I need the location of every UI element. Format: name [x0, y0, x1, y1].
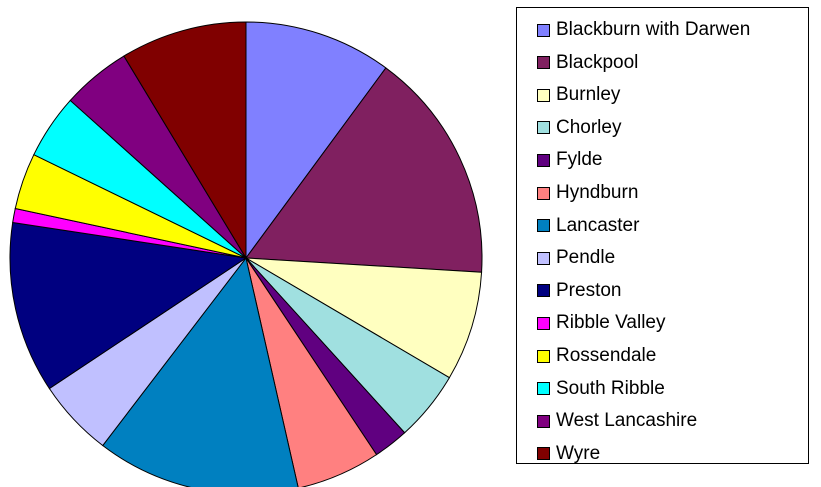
pie-slice-hyndburn: [245, 257, 378, 487]
legend-swatch: [537, 382, 550, 396]
legend-swatch: [537, 88, 550, 102]
legend-label: Burnley: [556, 84, 621, 106]
legend-label: Ribble Valley: [556, 312, 666, 334]
legend-item-west-lancashire: West Lancashire: [537, 409, 697, 433]
pie-slice-lancaster: [102, 256, 299, 487]
legend-swatch: [537, 316, 550, 330]
legend-label: Wyre: [556, 442, 601, 464]
legend-swatch: [537, 23, 550, 37]
legend-swatch: [537, 186, 550, 200]
legend-label: South Ribble: [556, 377, 665, 399]
legend-label: Pendle: [556, 247, 616, 269]
legend-label: West Lancashire: [556, 410, 698, 432]
legend-item-pendle: Pendle: [537, 246, 615, 270]
legend-swatch: [537, 447, 550, 461]
legend-item-chorley: Chorley: [537, 116, 621, 140]
pie-slice-blackpool: [245, 67, 483, 273]
legend-label: Rossendale: [556, 345, 657, 366]
legend-label: Hyndburn: [556, 182, 639, 203]
legend-item-burnley: Burnley: [537, 83, 620, 107]
legend-swatch: [537, 251, 550, 265]
legend-item-preston: Preston: [537, 279, 621, 303]
pie-slice-burnley: [245, 257, 483, 379]
legend-item-blackpool: Blackpool: [537, 51, 638, 75]
legend-label: Chorley: [556, 116, 622, 138]
legend-swatch: [537, 219, 550, 233]
legend-label: Blackpool: [556, 51, 639, 73]
legend-item-wyre: Wyre: [537, 442, 600, 466]
legend-swatch: [537, 121, 550, 135]
legend-item-blackburn-with-darwen: Blackburn with Darwen: [537, 18, 750, 42]
legend-item-fylde: Fylde: [537, 148, 602, 172]
legend-item-lancaster: Lancaster: [537, 214, 639, 238]
legend-swatch: [537, 153, 550, 167]
pie-slice-wyre: [123, 21, 247, 260]
legend-swatch: [537, 414, 550, 428]
pie-slice-preston: [9, 221, 248, 390]
legend-item-rossendale: Rossendale: [537, 344, 656, 368]
chart-legend: Blackburn with Darwen Blackpool Burnley Cho…: [516, 7, 809, 464]
legend-swatch: [537, 56, 550, 70]
legend-swatch: [537, 349, 550, 363]
pie-slice-blackburn-with-darwen: [245, 21, 387, 260]
legend-item-hyndburn: Hyndburn: [537, 181, 638, 205]
legend-label: Blackburn with Darwen: [556, 19, 751, 40]
legend-label: Fylde: [556, 149, 603, 171]
legend-label: Lancaster: [556, 214, 640, 236]
legend-swatch: [537, 284, 550, 298]
pie-chart: [9, 21, 483, 487]
legend-item-south-ribble: South Ribble: [537, 377, 665, 401]
legend-label: Preston: [556, 279, 622, 301]
legend-item-ribble-valley: Ribble Valley: [537, 311, 665, 335]
